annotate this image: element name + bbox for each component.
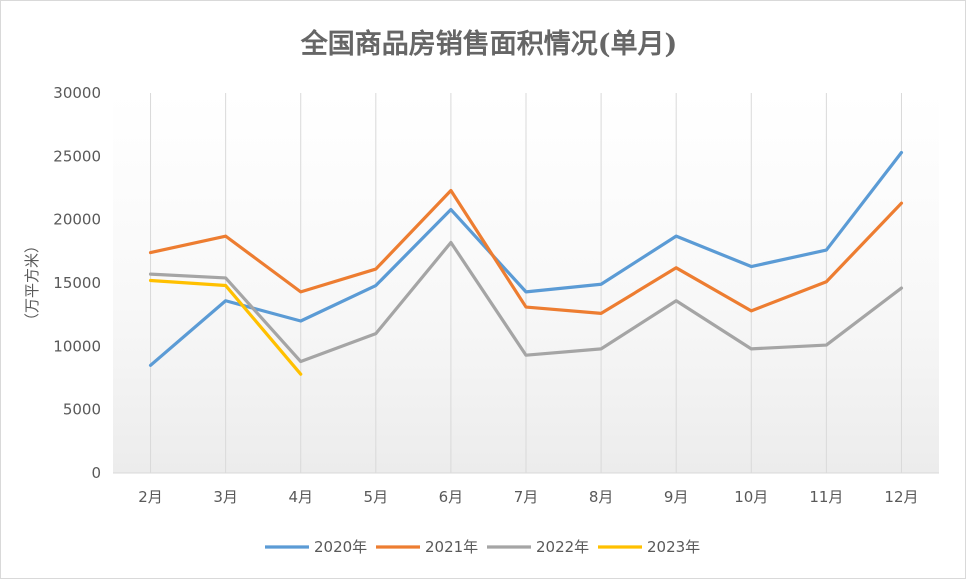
- x-tick-label: 10月: [734, 488, 768, 506]
- x-tick-label: 9月: [664, 488, 689, 506]
- legend-label: 2023年: [647, 538, 700, 556]
- legend-label: 2022年: [536, 538, 589, 556]
- y-axis-label: （万平方米）: [23, 238, 41, 328]
- series-line-3: [148, 240, 904, 364]
- legend-label: 2020年: [314, 538, 367, 556]
- legend: 2020年 2021年 2022年 2023年: [265, 538, 700, 556]
- y-tick-label: 30000: [53, 84, 101, 102]
- series-line-2: [148, 188, 904, 315]
- x-tick-label: 8月: [589, 488, 614, 506]
- y-tick-label: 0: [91, 464, 101, 482]
- x-tick-label: 3月: [213, 488, 238, 506]
- y-tick-label: 20000: [53, 211, 101, 229]
- y-tick-label: 15000: [53, 274, 101, 292]
- x-tick-label: 6月: [439, 488, 464, 506]
- x-tick-label: 4月: [288, 488, 313, 506]
- chart-title: 全国商品房销售面积情况(单月): [300, 28, 678, 60]
- legend-label: 2021年: [425, 538, 478, 556]
- y-axis-ticks: 0 5000 10000 15000 20000 25000 30000: [53, 84, 101, 482]
- series-line-1: [148, 150, 904, 367]
- x-tick-label: 7月: [514, 488, 539, 506]
- x-tick-label: 5月: [364, 488, 389, 506]
- y-tick-label: 25000: [53, 147, 101, 165]
- x-tick-label: 2月: [138, 488, 163, 506]
- x-axis-ticks: 2月 3月 4月 5月 6月 7月 8月 9月 10月 11月 12月: [138, 488, 918, 506]
- y-tick-label: 5000: [63, 401, 101, 419]
- series-lines: [148, 150, 904, 376]
- series-line-4: [148, 278, 303, 376]
- x-tick-label: 12月: [884, 488, 918, 506]
- x-tick-label: 11月: [809, 488, 843, 506]
- y-tick-label: 10000: [53, 337, 101, 355]
